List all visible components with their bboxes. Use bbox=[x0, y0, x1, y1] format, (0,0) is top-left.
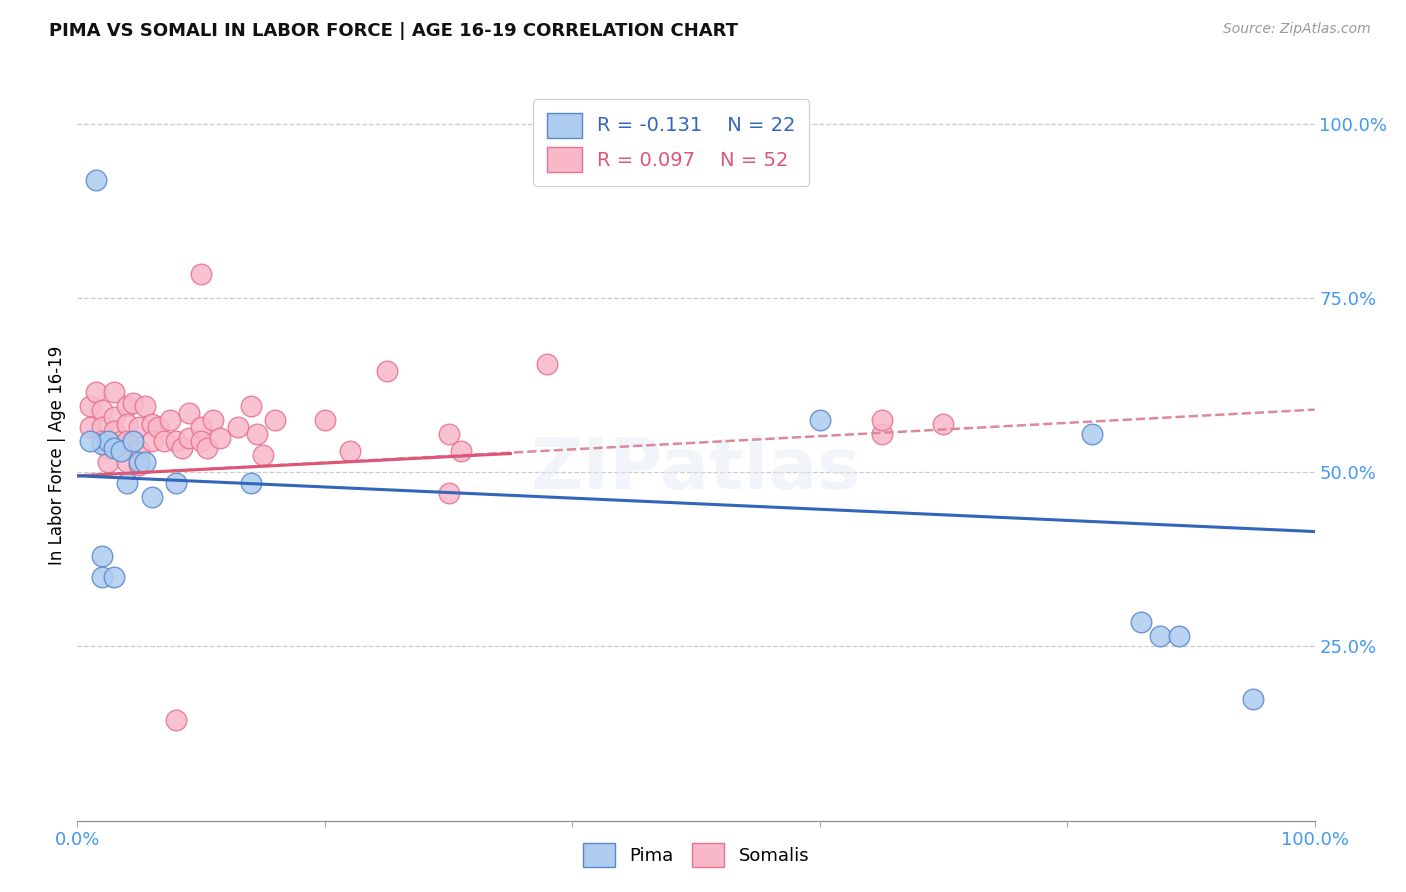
Point bbox=[536, 357, 558, 371]
Point bbox=[103, 385, 125, 400]
Point bbox=[932, 417, 955, 431]
Point bbox=[246, 427, 269, 442]
Point bbox=[110, 434, 132, 448]
Text: PIMA VS SOMALI IN LABOR FORCE | AGE 16-19 CORRELATION CHART: PIMA VS SOMALI IN LABOR FORCE | AGE 16-1… bbox=[49, 22, 738, 40]
Point bbox=[122, 395, 145, 409]
Point bbox=[450, 444, 472, 458]
Point bbox=[115, 455, 138, 469]
Point bbox=[165, 713, 187, 727]
Point bbox=[159, 413, 181, 427]
Point bbox=[110, 444, 132, 458]
Point bbox=[172, 441, 194, 455]
Point bbox=[115, 475, 138, 490]
Point bbox=[252, 448, 274, 462]
Point bbox=[165, 475, 187, 490]
Point bbox=[84, 385, 107, 400]
Point bbox=[437, 486, 460, 500]
Point bbox=[103, 570, 125, 584]
Point bbox=[177, 430, 200, 444]
Point bbox=[1167, 629, 1189, 643]
Point bbox=[91, 570, 114, 584]
Point bbox=[79, 420, 101, 434]
Point bbox=[128, 455, 150, 469]
Point bbox=[190, 267, 212, 281]
Point bbox=[239, 399, 262, 413]
Point bbox=[226, 420, 249, 434]
Point bbox=[177, 406, 200, 420]
Point bbox=[808, 413, 831, 427]
Point bbox=[128, 444, 150, 458]
Point bbox=[122, 434, 145, 448]
Point bbox=[134, 399, 156, 413]
Point bbox=[146, 420, 169, 434]
Point bbox=[115, 417, 138, 431]
Point bbox=[128, 458, 150, 473]
Point bbox=[103, 441, 125, 455]
Point bbox=[141, 434, 163, 448]
Text: ZIPatlas: ZIPatlas bbox=[531, 435, 860, 504]
Text: Source: ZipAtlas.com: Source: ZipAtlas.com bbox=[1223, 22, 1371, 37]
Point bbox=[84, 173, 107, 187]
Point bbox=[314, 413, 336, 427]
Point bbox=[165, 434, 187, 448]
Point bbox=[239, 475, 262, 490]
Y-axis label: In Labor Force | Age 16-19: In Labor Force | Age 16-19 bbox=[48, 345, 66, 565]
Point bbox=[79, 434, 101, 448]
Point bbox=[870, 427, 893, 442]
Point bbox=[339, 444, 361, 458]
Point bbox=[97, 434, 120, 448]
Legend: Pima, Somalis: Pima, Somalis bbox=[575, 836, 817, 874]
Point bbox=[91, 437, 114, 451]
Point bbox=[437, 427, 460, 442]
Point bbox=[91, 549, 114, 563]
Point bbox=[115, 434, 138, 448]
Point bbox=[97, 441, 120, 455]
Point bbox=[153, 434, 176, 448]
Point bbox=[115, 399, 138, 413]
Point bbox=[195, 441, 218, 455]
Point bbox=[91, 434, 114, 448]
Point bbox=[128, 420, 150, 434]
Point bbox=[134, 455, 156, 469]
Point bbox=[97, 455, 120, 469]
Point bbox=[103, 409, 125, 424]
Point bbox=[91, 420, 114, 434]
Point bbox=[1149, 629, 1171, 643]
Point bbox=[190, 434, 212, 448]
Point bbox=[375, 364, 398, 378]
Point bbox=[190, 420, 212, 434]
Point bbox=[202, 413, 225, 427]
Point bbox=[1081, 427, 1104, 442]
Point bbox=[870, 413, 893, 427]
Point bbox=[208, 430, 231, 444]
Point bbox=[1130, 615, 1153, 629]
Point bbox=[79, 399, 101, 413]
Point bbox=[91, 402, 114, 417]
Point bbox=[264, 413, 287, 427]
Point bbox=[141, 490, 163, 504]
Point bbox=[103, 424, 125, 438]
Point bbox=[1241, 691, 1264, 706]
Point bbox=[141, 417, 163, 431]
